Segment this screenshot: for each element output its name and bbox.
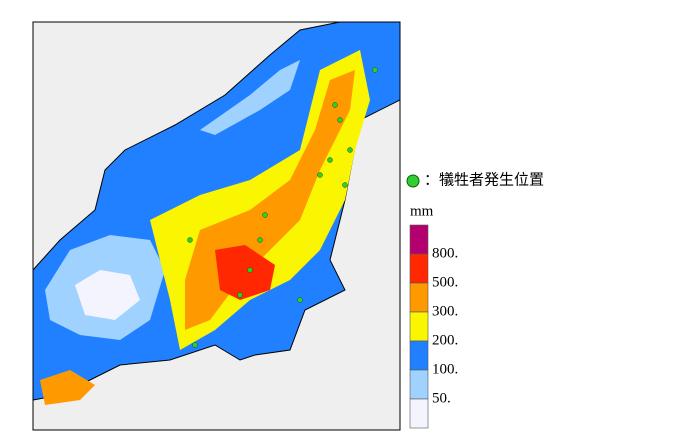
legend-level-label: 50. bbox=[432, 390, 451, 406]
legend-swatch bbox=[409, 253, 429, 284]
legend-level-label: 100. bbox=[432, 361, 458, 377]
legend-marker-label: ：犠牲者発生位置 bbox=[424, 171, 544, 188]
legend-swatch bbox=[409, 398, 429, 429]
light-rain-zone bbox=[200, 60, 300, 135]
very-heavy-rain-zone bbox=[40, 370, 95, 405]
legend-swatch bbox=[409, 282, 429, 313]
minimal-rain-zone bbox=[75, 270, 140, 320]
legend-level-label: 500. bbox=[432, 274, 458, 290]
legend-swatch bbox=[409, 224, 429, 255]
legend: ：犠牲者発生位置 mm 800. 500. 300. 200. 100. 50. bbox=[406, 171, 544, 429]
legend-swatch bbox=[409, 340, 429, 371]
legend-swatch bbox=[409, 311, 429, 342]
legend-marker bbox=[406, 174, 420, 188]
legend-level-label: 200. bbox=[432, 332, 458, 348]
map bbox=[32, 21, 401, 431]
legend-level-label: 800. bbox=[432, 245, 458, 261]
legend-unit: mm bbox=[410, 203, 434, 219]
extreme-rain-zone bbox=[215, 245, 275, 300]
victim-locations bbox=[187, 67, 378, 348]
legend-swatch bbox=[409, 369, 429, 400]
legend-level-label: 300. bbox=[432, 303, 458, 319]
